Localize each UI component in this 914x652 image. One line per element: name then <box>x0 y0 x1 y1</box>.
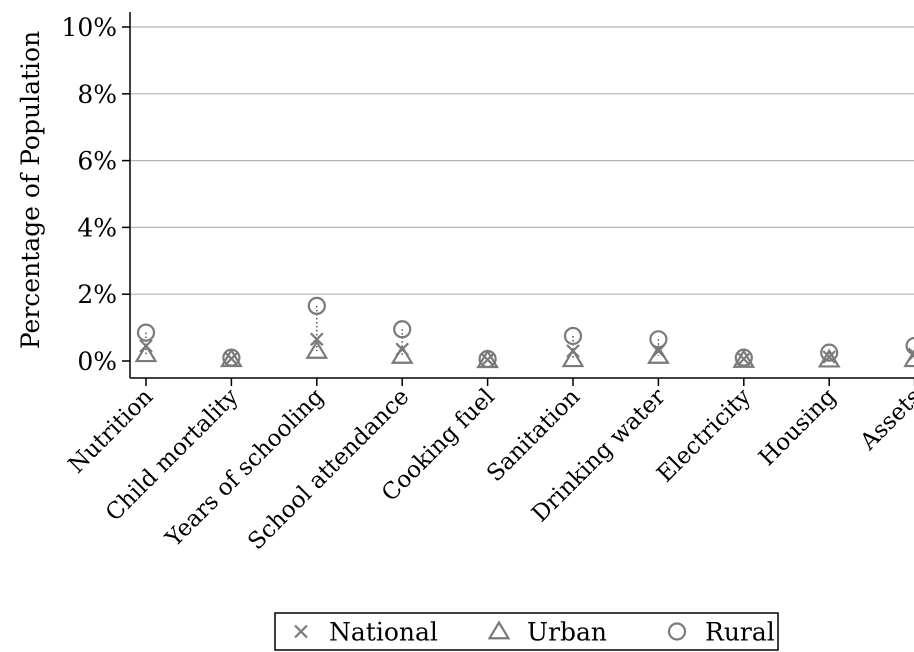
rural-point <box>563 326 583 346</box>
x-marker-stroke <box>224 351 239 366</box>
gridlines <box>130 26 914 295</box>
rural-point <box>820 343 839 362</box>
national-legend-marker <box>294 624 308 639</box>
rural-point <box>478 349 497 369</box>
y-tick-label: 0% <box>77 347 117 376</box>
urban-point <box>903 349 914 368</box>
national-point <box>224 351 239 366</box>
urban-point <box>647 344 670 364</box>
y-tick-label: 2% <box>77 280 117 309</box>
national-legend-label: National <box>329 618 438 647</box>
y-axis-label: Percentage of Population <box>16 31 45 349</box>
x-marker-stroke <box>737 352 751 366</box>
urban-point <box>390 344 414 364</box>
x-tick-label: Housing <box>754 384 841 471</box>
national-point <box>822 350 836 364</box>
legend-box <box>274 612 779 651</box>
urban-legend-marker <box>487 620 511 640</box>
rural-point <box>222 348 241 367</box>
urban-legend-label: Urban <box>527 618 607 647</box>
rural-point <box>905 336 914 356</box>
x-tick-label: Years of schooling <box>160 384 329 553</box>
data-points <box>134 296 914 369</box>
national-point <box>737 352 751 366</box>
x-marker-stroke <box>294 624 308 639</box>
x-marker-stroke <box>907 347 914 356</box>
urban-point <box>134 343 158 363</box>
y-tick-label: 4% <box>77 213 117 242</box>
y-tick-label: 10% <box>61 13 117 42</box>
rural-point <box>734 348 753 367</box>
y-axis-ticks: 0% 2% 4% 6% 8% 10% <box>61 13 130 376</box>
axes <box>129 12 914 379</box>
x-tick-label: Assets <box>855 384 914 456</box>
x-marker-stroke <box>822 350 836 364</box>
rural-point <box>649 330 668 349</box>
rural-point <box>136 323 156 342</box>
rural-point <box>393 320 412 339</box>
drop-lines <box>145 305 914 361</box>
urban-point <box>561 348 585 368</box>
urban-point <box>305 339 329 359</box>
rural-legend-marker <box>667 622 687 641</box>
rural-legend-label: Rural <box>705 618 775 647</box>
legend: National Urban Rural <box>274 612 779 651</box>
y-tick-label: 6% <box>77 147 117 176</box>
x-marker-stroke <box>310 332 324 347</box>
national-point <box>480 352 495 367</box>
national-point <box>310 332 324 347</box>
y-tick-label: 8% <box>77 80 117 109</box>
x-marker-stroke <box>480 352 495 367</box>
x-tick-label: Electricity <box>652 384 756 488</box>
rural-point <box>307 296 326 315</box>
x-tick-label: School attendance <box>243 384 414 555</box>
